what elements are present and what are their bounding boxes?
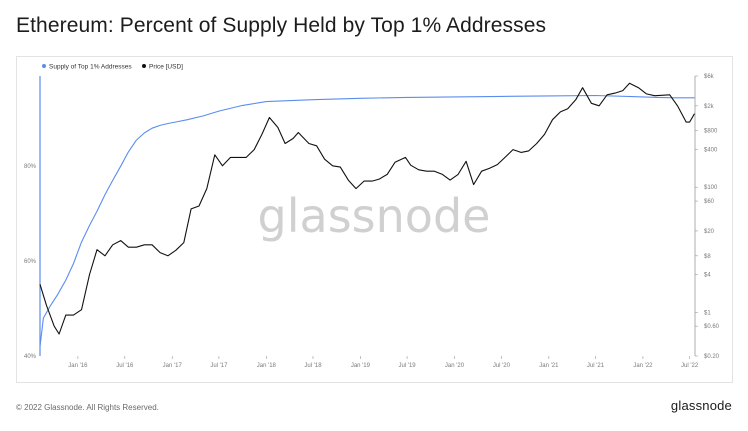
y-right-tick-label: $0.60 <box>704 324 720 330</box>
y-left-tick-label: 60% <box>24 259 37 265</box>
watermark-text: glassnode <box>258 189 491 243</box>
x-tick-label: Jan '16 <box>68 363 88 369</box>
y-right-tick-label: $800 <box>704 129 718 135</box>
legend-supply-marker <box>42 64 46 68</box>
legend-price-marker <box>142 64 146 68</box>
x-tick-label: Jan '17 <box>163 363 183 369</box>
legend-supply-label[interactable]: Supply of Top 1% Addresses <box>49 63 132 70</box>
x-tick-label: Jul '21 <box>587 363 605 369</box>
supply-series-line[interactable] <box>39 94 695 347</box>
y-right-tick-label: $400 <box>704 148 718 154</box>
x-tick-label: Jul '22 <box>681 363 699 369</box>
price-series-line[interactable] <box>39 82 695 335</box>
x-tick-label: Jul '17 <box>210 363 228 369</box>
y-right-tick-label: $6k <box>704 74 715 80</box>
y-right-tick-label: $2k <box>704 104 715 110</box>
y-right-tick-label: $0.20 <box>704 354 720 360</box>
x-tick-label: Jul '16 <box>116 363 134 369</box>
y-right-tick-label: $8 <box>704 254 711 260</box>
x-tick-label: Jul '18 <box>304 363 322 369</box>
y-left-tick-label: 40% <box>24 354 37 360</box>
y-right-tick-label: $100 <box>704 185 718 191</box>
y-right-tick-label: $1 <box>704 310 711 316</box>
x-tick-label: Jan '18 <box>257 363 277 369</box>
brand-logo-text[interactable]: glassnode <box>670 398 732 413</box>
copyright-text: © 2022 Glassnode. All Rights Reserved. <box>16 403 159 412</box>
x-tick-label: Jan '20 <box>445 363 465 369</box>
legend-price-label[interactable]: Price [USD] <box>149 63 183 70</box>
y-right-tick-label: $20 <box>704 229 715 235</box>
x-tick-label: Jul '20 <box>493 363 511 369</box>
y-right-tick-label: $60 <box>704 199 715 205</box>
chart-title: Ethereum: Percent of Supply Held by Top … <box>16 14 547 37</box>
y-left-tick-label: 80% <box>24 164 37 170</box>
x-tick-label: Jan '21 <box>539 363 559 369</box>
y-right-tick-label: $4 <box>704 273 711 279</box>
chart-frame <box>16 56 733 383</box>
x-tick-label: Jul '19 <box>398 363 416 369</box>
x-tick-label: Jan '22 <box>633 363 653 369</box>
x-tick-label: Jan '19 <box>351 363 371 369</box>
